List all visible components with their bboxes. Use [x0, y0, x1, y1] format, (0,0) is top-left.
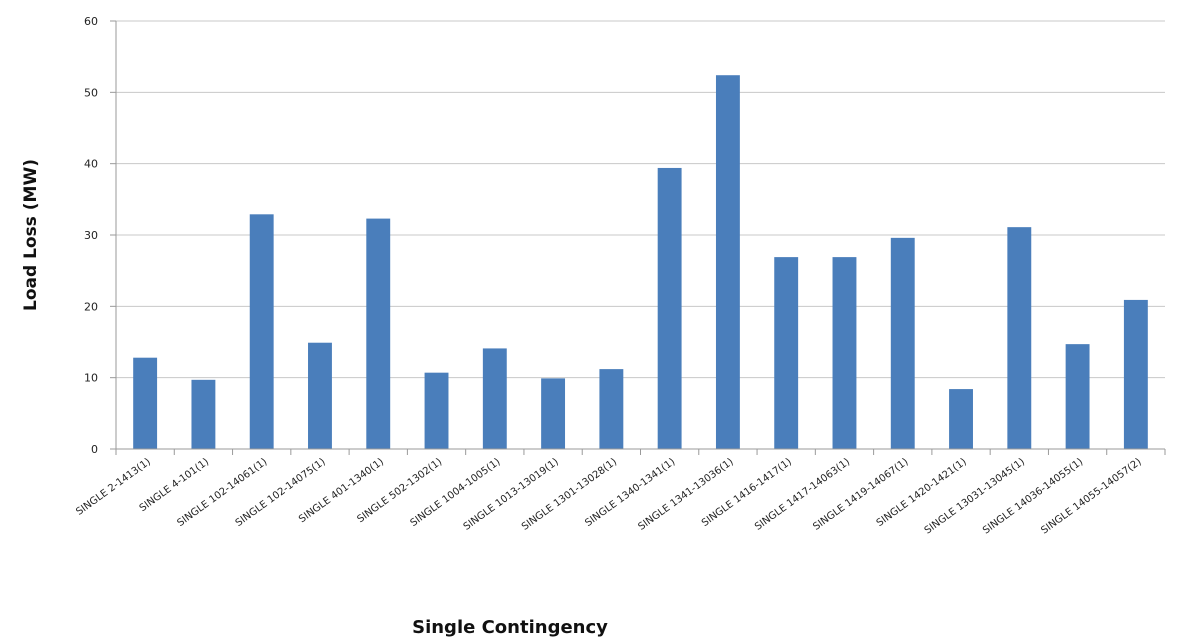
gridlines: [116, 20, 1165, 379]
y-tick-label: 0: [91, 443, 98, 456]
bar: [599, 369, 624, 449]
y-tick-label: 10: [84, 372, 98, 385]
bar: [657, 167, 682, 450]
x-tick-label: SINGLE 1341-13036(1): [636, 456, 735, 532]
bar: [949, 389, 973, 449]
bars: [133, 75, 1148, 450]
x-tick-label: SINGLE 1013-13019(1): [462, 456, 561, 532]
x-tick-label: SINGLE 14055-14057(2): [1039, 456, 1143, 536]
bar: [1007, 227, 1032, 449]
bar: [482, 348, 507, 449]
bar: [366, 218, 391, 449]
x-axis-title: Single Contingency: [412, 617, 608, 638]
bar: [541, 378, 566, 449]
y-tick-labels: 0 10 20 30 40 50 60: [84, 15, 98, 456]
y-axis-title: Load Loss (MW): [21, 159, 41, 311]
bar: [133, 357, 158, 449]
y-tick-label: 60: [84, 15, 98, 28]
y-tick-label: 30: [84, 229, 98, 242]
bar: [774, 257, 799, 449]
x-tick-label: SINGLE 14036-14055(1): [981, 456, 1085, 536]
bar: [308, 342, 332, 449]
x-tick-label: SINGLE 1419-14067(1): [811, 456, 910, 532]
y-tick-label: 20: [84, 300, 98, 313]
axes: [110, 20, 1166, 455]
bar: [890, 237, 915, 449]
x-tick-label: SINGLE 13031-13045(1): [923, 456, 1027, 536]
bar: [191, 379, 216, 449]
bar: [424, 372, 449, 449]
x-tick-label: SINGLE 1301-13028(1): [520, 456, 619, 532]
x-tick-labels: SINGLE 2-1413(1)SINGLE 4-101(1)SINGLE 10…: [74, 456, 1143, 536]
y-tick-label: 40: [84, 158, 98, 171]
bar: [1065, 344, 1090, 449]
x-tick-label: SINGLE 1417-14063(1): [753, 456, 852, 532]
bar: [1123, 299, 1148, 449]
bar: [249, 214, 274, 449]
y-tick-label: 50: [84, 86, 98, 99]
bar: [832, 257, 857, 449]
bar: [715, 75, 740, 450]
